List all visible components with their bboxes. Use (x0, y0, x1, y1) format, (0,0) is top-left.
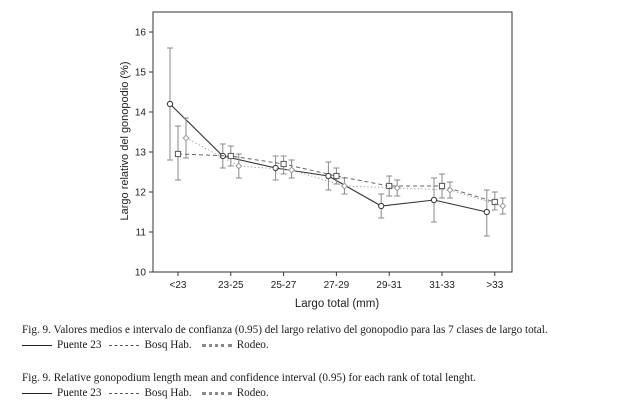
legend-dotted-line (201, 392, 232, 395)
x-tick-label: <23 (170, 280, 187, 291)
caption-en-legend: Puente 23 Bosq Hab. Rodeo. (22, 386, 618, 401)
legend-dotted-line (201, 344, 232, 347)
x-tick-label: >33 (486, 280, 503, 291)
caption-en-text: Fig. 9. Relative gonopodium length mean … (22, 372, 476, 384)
y-tick-label: 15 (135, 68, 147, 79)
x-tick-label: 27-29 (324, 280, 350, 291)
caption-en: Fig. 9. Relative gonopodium length mean … (22, 371, 618, 401)
x-tick-label: 31-33 (429, 280, 455, 291)
data-point (325, 172, 332, 180)
data-point (393, 184, 401, 192)
legend-dashed-line (109, 345, 140, 346)
series-1 (174, 125, 498, 211)
data-point (378, 202, 385, 210)
x-axis-label: Largo total (mm) (295, 298, 380, 310)
legend-label: Rodeo. (236, 339, 269, 351)
x-tick-label: 23-25 (218, 280, 244, 291)
data-point (386, 182, 393, 190)
chart: 10 11 12 13 14 15 16 <23 23-25 25-27 27-29 29-31 31-… (119, 11, 513, 310)
data-point (483, 208, 490, 216)
legend-label: Bosq Hab. (144, 387, 192, 399)
series-line (169, 103, 487, 213)
data-point (340, 182, 348, 190)
data-point (280, 160, 287, 168)
y-tick-label: 12 (135, 188, 147, 199)
data-point (491, 198, 498, 206)
data-point (227, 152, 234, 160)
series-line (185, 137, 503, 207)
data-point (430, 196, 438, 204)
data-point (438, 182, 446, 190)
legend-solid-line (22, 393, 52, 394)
plot-frame (152, 11, 513, 273)
legend-label: Puente 23 (57, 339, 102, 351)
caption-es-text: Fig. 9. Valores medios e intervalo de co… (22, 324, 548, 336)
legend-dashed-line (109, 393, 140, 394)
y-axis-label: Largo relativo del gonopodio (%) (119, 62, 131, 221)
data-point (499, 202, 507, 210)
data-point (182, 134, 190, 142)
data-point (166, 100, 174, 108)
x-tick-label: 29-31 (376, 280, 402, 291)
y-tick-label: 16 (135, 28, 147, 39)
caption-es: Fig. 9. Valores medios e intervalo de co… (22, 323, 618, 353)
y-tick-label: 14 (135, 108, 147, 119)
y-tick-label: 11 (136, 228, 147, 239)
chart-axes: 10 11 12 13 14 15 16 <23 23-25 25-27 27-29 29-31 31-… (135, 11, 513, 291)
series-0 (166, 47, 490, 237)
data-point (288, 166, 296, 174)
legend-label: Bosq Hab. (144, 339, 192, 351)
legend-solid-line (22, 345, 52, 346)
data-point (272, 164, 279, 172)
y-tick-label: 10 (135, 268, 147, 279)
y-tick-label: 13 (135, 148, 147, 159)
data-point (235, 162, 243, 170)
data-point (174, 150, 182, 158)
legend-label: Rodeo. (236, 387, 269, 399)
data-point (333, 172, 340, 180)
legend-label: Puente 23 (57, 387, 102, 399)
x-tick-label: 25-27 (271, 280, 297, 291)
caption-es-legend: Puente 23 Bosq Hab. Rodeo. (22, 338, 618, 353)
chart-series-layer (166, 47, 507, 237)
series-2 (182, 117, 507, 215)
data-point (446, 186, 454, 194)
